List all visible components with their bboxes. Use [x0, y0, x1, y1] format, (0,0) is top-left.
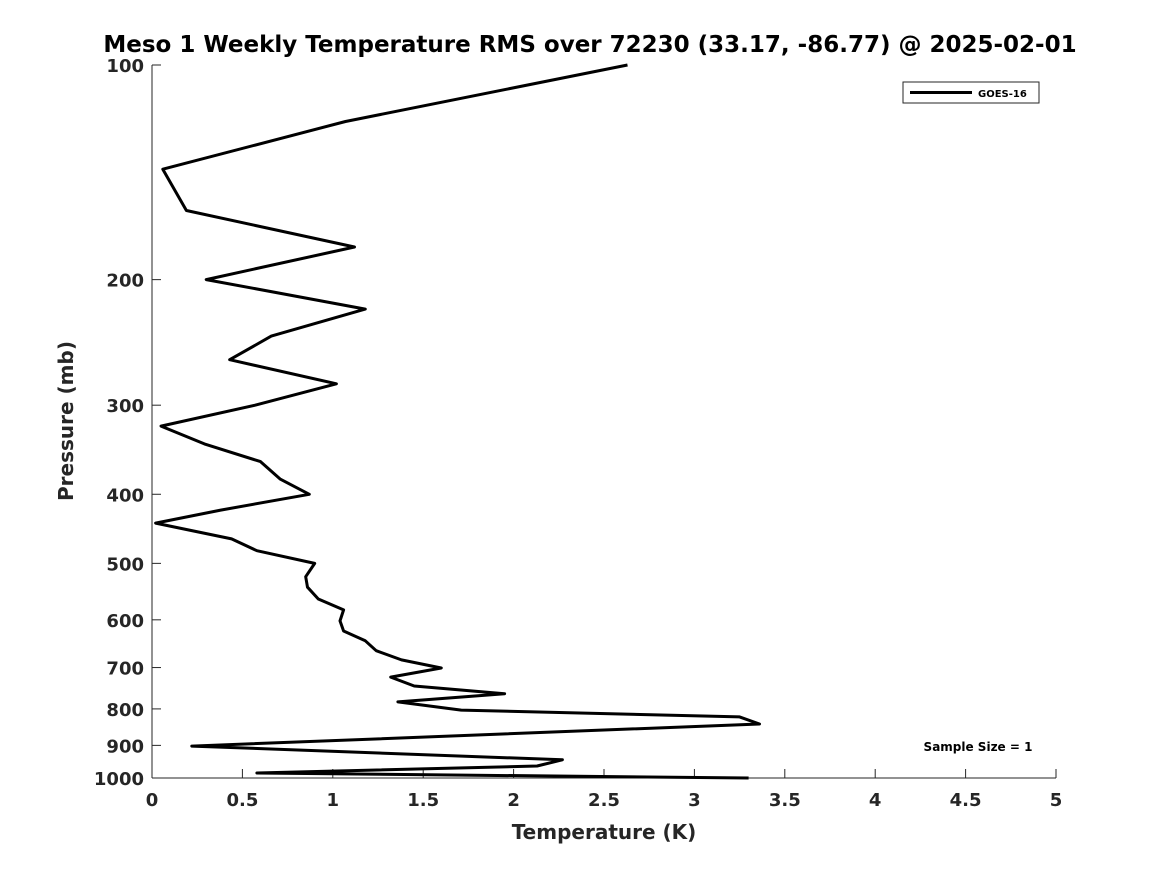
y-tick-label: 800	[106, 700, 144, 721]
x-tick-label: 1.5	[407, 790, 439, 811]
y-tick-label: 400	[106, 485, 144, 506]
y-tick-label: 1000	[94, 769, 144, 790]
legend: GOES-16	[902, 81, 1040, 104]
y-tick-label: 500	[106, 554, 144, 575]
x-tick-label: 1	[327, 790, 340, 811]
y-tick-label: 700	[106, 659, 144, 680]
y-tick-label: 100	[106, 56, 144, 77]
x-tick-label: 0	[146, 790, 159, 811]
y-tick-label: 200	[106, 271, 144, 292]
y-tick-label: 300	[106, 396, 144, 417]
axes	[151, 64, 1057, 779]
x-tick-label: 4	[869, 790, 882, 811]
chart-title: Meso 1 Weekly Temperature RMS over 72230…	[103, 32, 1076, 58]
x-axis-label: Temperature (K)	[512, 820, 697, 844]
legend-label: GOES-16	[978, 89, 1027, 100]
x-tick-label: 3.5	[769, 790, 801, 811]
series-layer	[154, 63, 761, 780]
series-line-goes-16	[154, 63, 761, 780]
y-tick-label: 900	[106, 736, 144, 757]
x-tick-label: 3	[688, 790, 701, 811]
x-tick-label: 5	[1050, 790, 1063, 811]
x-tick-label: 2.5	[588, 790, 620, 811]
x-tick-label: 4.5	[950, 790, 982, 811]
y-axis-label: Pressure (mb)	[54, 341, 78, 501]
x-tick-label: 0.5	[226, 790, 258, 811]
sample-size-annotation: Sample Size = 1	[924, 740, 1033, 754]
y-tick-label: 600	[106, 611, 144, 632]
tick-labels: 0 0.5 1 1.5 2 2.5 3 3.5 4 4.5 5 100 200 300 400 500 600 7…	[94, 56, 1062, 811]
x-tick-label: 2	[507, 790, 520, 811]
